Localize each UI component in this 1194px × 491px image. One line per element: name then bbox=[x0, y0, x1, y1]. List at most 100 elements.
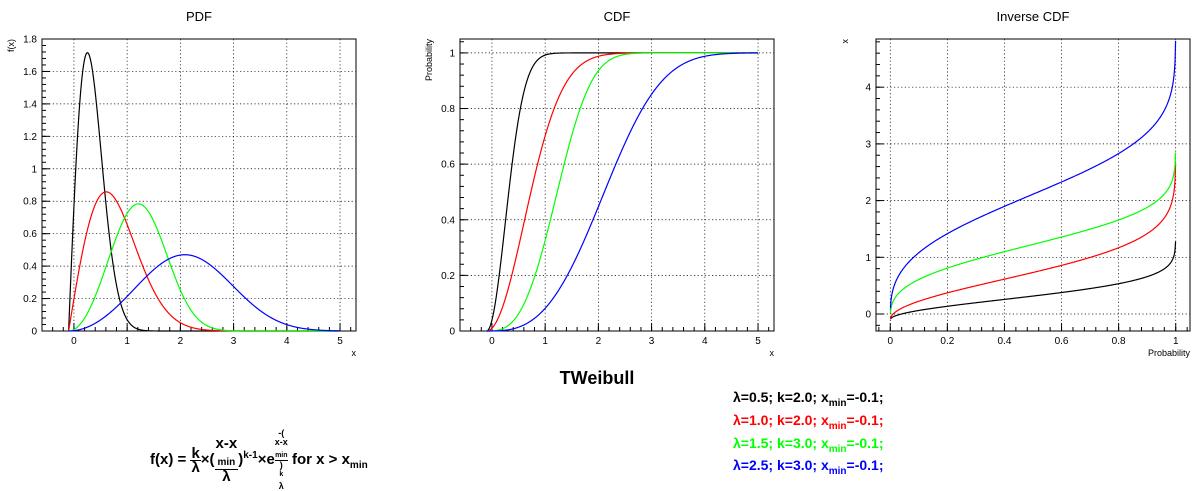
y-tick-label: 1 bbox=[31, 164, 37, 175]
y-tick-label: 0.8 bbox=[441, 104, 455, 115]
y-tick-label: 0 bbox=[31, 327, 37, 338]
legend: λ=0.5; k=2.0; xmin=-0.1; λ=1.0; k=2.0; x… bbox=[733, 389, 884, 480]
legend-text: λ=2.5; k=3.0; x bbox=[733, 457, 829, 474]
cdf-panel: CDF 0 1 2 3 4 5 0 0.2 0.4 0.6 0.8 1 x Probability bbox=[424, 9, 775, 358]
formula-exp-k: k bbox=[279, 470, 284, 478]
formula-times-2: × bbox=[257, 450, 267, 468]
legend-tail: =-0.1; bbox=[846, 457, 884, 474]
x-tick-label: 0.4 bbox=[998, 336, 1012, 347]
x-tick-label: 3 bbox=[231, 336, 237, 347]
series-line bbox=[889, 163, 1177, 319]
y-tick-label: 1 bbox=[449, 48, 455, 59]
y-axis-label: f(x) bbox=[6, 39, 16, 52]
plot-frame bbox=[459, 38, 775, 332]
formula-condition-sub: min bbox=[349, 459, 368, 471]
legend-entry: λ=2.5; k=3.0; xmin=-0.1; bbox=[733, 457, 884, 480]
x-tick-label: 0 bbox=[489, 336, 495, 347]
series-line bbox=[889, 241, 1177, 320]
panel-title: CDF bbox=[604, 9, 631, 24]
panel-title: Inverse CDF bbox=[997, 9, 1070, 24]
pdf-panel: PDF 0 1 2 3 4 5 0 0.2 0.4 0.6 0.8 1 1.2 1.4 1.6 1.8 x f(x) bbox=[6, 9, 357, 358]
x-tick-label: 0.6 bbox=[1055, 336, 1069, 347]
x-tick-label: 4 bbox=[702, 336, 708, 347]
formula-frac-x: x-x min λ bbox=[214, 435, 239, 484]
y-tick-label: 1 bbox=[865, 253, 871, 264]
legend-entry: λ=0.5; k=2.0; xmin=-0.1; bbox=[733, 389, 884, 412]
legend-text: λ=0.5; k=2.0; x bbox=[733, 389, 829, 405]
y-tick-label: 1.8 bbox=[23, 35, 37, 46]
legend-tail: =-0.1; bbox=[846, 389, 884, 405]
formula-condition: for x > x bbox=[287, 450, 350, 468]
y-axis-label: x bbox=[840, 39, 850, 44]
formula-exp-num: x-x bbox=[274, 437, 288, 447]
y-tick-label: 4 bbox=[865, 83, 871, 94]
legend-entry: λ=1.0; k=2.0; xmin=-0.1; bbox=[733, 412, 884, 435]
y-tick-label: 0.6 bbox=[23, 229, 37, 240]
formula-k: k bbox=[190, 444, 201, 462]
legend-entry: λ=1.5; k=3.0; xmin=-0.1; bbox=[733, 435, 884, 458]
formula-times: × bbox=[200, 450, 210, 468]
plot-frame bbox=[875, 38, 1191, 332]
series-line bbox=[68, 254, 341, 332]
x-tick-label: 1 bbox=[1173, 336, 1179, 347]
x-tick-label: 5 bbox=[337, 336, 343, 347]
legend-text: λ=1.5; k=3.0; x bbox=[733, 434, 829, 451]
series-line bbox=[486, 52, 759, 332]
series-line bbox=[486, 52, 759, 332]
main-title: TWeibull bbox=[559, 368, 635, 388]
x-tick-label: 0 bbox=[71, 336, 77, 347]
y-tick-label: 0.8 bbox=[23, 197, 37, 208]
plot-frame bbox=[41, 38, 357, 332]
weibull-formula: f(x) = k λ ×(x-x min λ)k-1×e -(x-x min) k λ for … bbox=[150, 429, 368, 491]
x-axis-label: x bbox=[770, 348, 775, 358]
series-line bbox=[486, 52, 759, 332]
y-tick-label: 1.4 bbox=[23, 99, 37, 110]
formula-min: min bbox=[217, 457, 236, 468]
formula-exponent: -(x-x min) k λ bbox=[274, 428, 288, 491]
y-tick-label: 0.6 bbox=[441, 160, 455, 171]
formula-open: ( bbox=[209, 450, 215, 468]
x-tick-label: 1 bbox=[124, 336, 130, 347]
formula-e: e bbox=[266, 450, 275, 468]
y-tick-label: 0 bbox=[449, 327, 455, 338]
x-tick-label: 1 bbox=[542, 336, 548, 347]
y-tick-label: 0.4 bbox=[23, 262, 37, 273]
series-line bbox=[68, 52, 341, 332]
y-tick-label: 0.4 bbox=[441, 215, 455, 226]
legend-sub: min bbox=[828, 420, 847, 432]
x-axis-label: Probability bbox=[1148, 348, 1191, 358]
legend-tail: =-0.1; bbox=[846, 434, 884, 451]
y-tick-label: 2 bbox=[865, 196, 871, 207]
x-tick-label: 3 bbox=[649, 336, 655, 347]
x-tick-label: 4 bbox=[284, 336, 290, 347]
series-line bbox=[889, 152, 1177, 313]
y-tick-label: 0.2 bbox=[441, 271, 455, 282]
x-tick-label: 5 bbox=[755, 336, 761, 347]
x-axis-label: x bbox=[352, 348, 357, 358]
series-line bbox=[889, 40, 1177, 309]
y-tick-label: 0 bbox=[865, 309, 871, 320]
legend-sub: min bbox=[828, 443, 847, 455]
series-line bbox=[486, 52, 759, 332]
y-tick-label: 3 bbox=[865, 139, 871, 150]
formula-power: k-1 bbox=[243, 449, 258, 461]
panel-title: PDF bbox=[186, 9, 212, 24]
charts-canvas: PDF 0 1 2 3 4 5 0 0.2 0.4 0.6 0.8 1 1.2 1.4 1.6 1.8 x f(x)… bbox=[6, 9, 1191, 358]
formula-exp-lambda: λ bbox=[278, 480, 284, 491]
y-tick-label: 0.2 bbox=[23, 294, 37, 305]
inverse-cdf-panel: Inverse CDF 0 0.2 0.4 0.6 0.8 1 0 1 2 3 4 Probabilit… bbox=[840, 9, 1191, 358]
x-tick-label: 0 bbox=[887, 336, 893, 347]
series-line bbox=[68, 203, 341, 332]
formula-close: ) bbox=[238, 450, 244, 468]
legend-tail: =-0.1; bbox=[846, 411, 884, 428]
formula-exp-sub: min bbox=[275, 451, 288, 459]
formula-lhs: f(x) = bbox=[150, 450, 191, 468]
legend-sub: min bbox=[828, 397, 847, 409]
legend-sub: min bbox=[828, 466, 847, 478]
formula-exp-prefix: -( bbox=[278, 428, 285, 438]
formula-x-minus: x-x bbox=[215, 435, 238, 452]
x-tick-label: 0.8 bbox=[1112, 336, 1126, 347]
x-tick-label: 2 bbox=[596, 336, 602, 347]
y-axis-label: Probability bbox=[424, 39, 434, 82]
